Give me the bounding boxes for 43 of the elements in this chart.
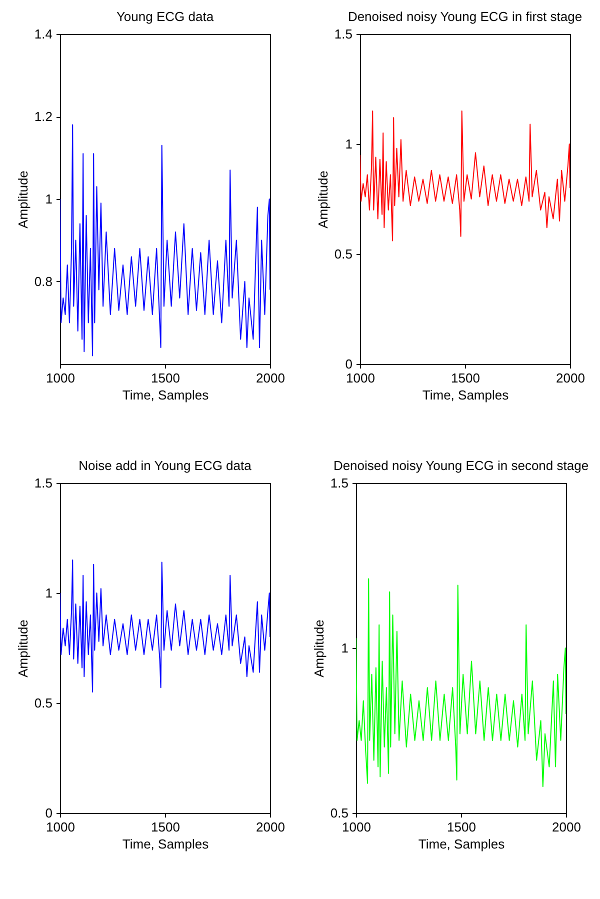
y-tick-label: 0.5 xyxy=(34,696,52,710)
chart-title: Denoised noisy Young ECG in first stage xyxy=(347,9,582,24)
y-tick-label: 1.5 xyxy=(34,476,52,490)
x-tick-label: 1500 xyxy=(150,370,180,386)
x-tick-label: 2000 xyxy=(256,370,284,386)
x-axis-title: Time, Samples xyxy=(122,836,209,852)
y-tick-label: 1 xyxy=(340,640,348,656)
y-axis-title: Amplitude xyxy=(14,620,30,678)
line-series xyxy=(360,110,570,242)
chart-title: Denoised noisy Young ECG in second stage xyxy=(332,458,588,473)
y-tick-label: 1.5 xyxy=(330,476,348,490)
x-tick-label: 1500 xyxy=(150,820,180,834)
x-tick-label: 2000 xyxy=(552,820,580,834)
x-axis-title: Time, Samples xyxy=(418,836,505,852)
x-tick-label: 1000 xyxy=(342,820,370,834)
x-axis-title: Time, Samples xyxy=(122,388,209,402)
x-tick-label: 1000 xyxy=(346,370,374,386)
y-tick-label: 1 xyxy=(344,136,352,152)
x-tick-label: 1000 xyxy=(46,370,74,386)
y-tick-label: 1.5 xyxy=(334,26,352,42)
y-axis-title: Amplitude xyxy=(314,170,330,228)
y-tick-label: 1.4 xyxy=(34,26,52,42)
line-series xyxy=(356,578,566,788)
x-tick-label: 1500 xyxy=(450,370,480,386)
x-tick-label: 2000 xyxy=(556,370,584,386)
chart-title: Noise add in Young ECG data xyxy=(78,458,252,473)
x-axis-title: Time, Samples xyxy=(422,388,509,402)
x-tick-label: 2000 xyxy=(256,820,284,834)
y-axis-title: Amplitude xyxy=(14,170,30,228)
chart-title: Young ECG data xyxy=(116,9,214,24)
y-tick-label: 0 xyxy=(344,356,352,372)
y-tick-label: 1 xyxy=(44,586,52,600)
x-tick-label: 1500 xyxy=(446,820,476,834)
line-series xyxy=(60,560,270,692)
x-tick-label: 1000 xyxy=(46,820,74,834)
line-series xyxy=(60,124,270,356)
y-tick-label: 1 xyxy=(44,192,52,206)
y-tick-label: 1.2 xyxy=(34,109,52,124)
y-tick-label: 0 xyxy=(44,806,52,820)
y-tick-label: 0.8 xyxy=(34,274,52,289)
y-tick-label: 0.5 xyxy=(334,246,352,262)
y-axis-title: Amplitude xyxy=(310,620,326,678)
y-tick-label: 0.5 xyxy=(330,806,348,820)
